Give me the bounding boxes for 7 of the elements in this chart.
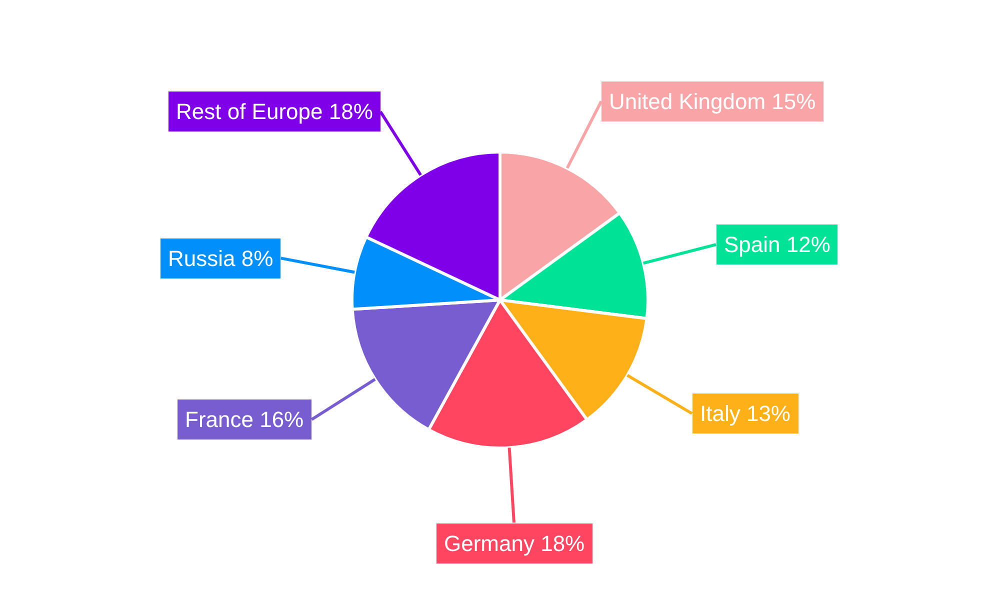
slice-label: Rest of Europe 18% [176, 99, 373, 124]
slice-label: United Kingdom 15% [609, 89, 816, 114]
slice-label: Russia 8% [168, 246, 274, 271]
slice-label: Italy 13% [700, 401, 790, 426]
slice-label: Germany 18% [444, 531, 585, 556]
slice-label: Spain 12% [724, 232, 830, 257]
slice-label: France 16% [185, 407, 304, 432]
